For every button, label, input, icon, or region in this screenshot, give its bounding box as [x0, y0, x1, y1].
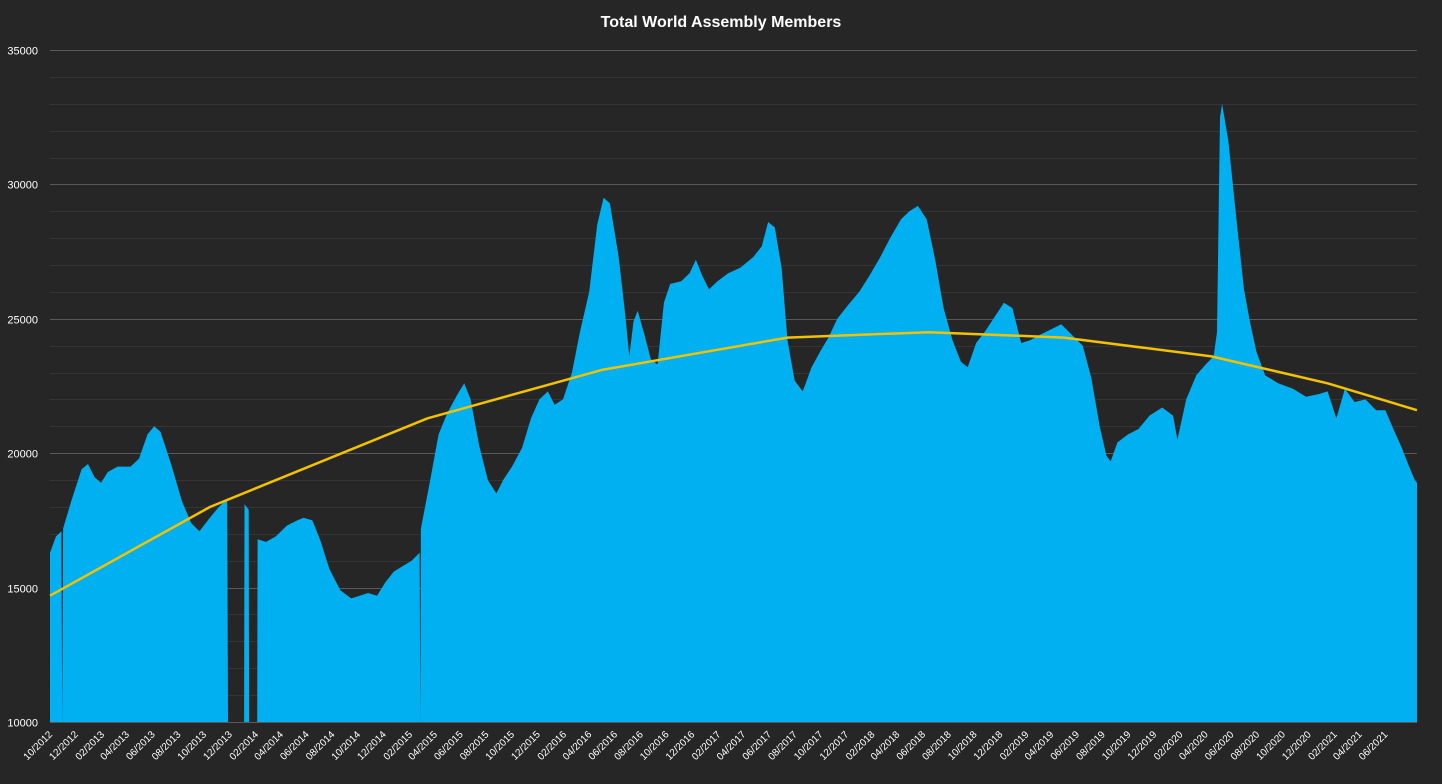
y-tick-label: 10000 [7, 718, 38, 730]
area-fill [50, 103, 1417, 723]
area-series [50, 103, 1417, 723]
y-tick-label: 30000 [7, 180, 38, 192]
y-axis: 10000 15000 20000 25000 30000 35000 [7, 46, 38, 730]
y-tick-label: 35000 [7, 46, 38, 58]
x-tick-label: 06/2021 [1357, 729, 1391, 763]
trend-line [49, 330, 1418, 597]
chart-title: Total World Assembly Members [601, 14, 842, 31]
y-tick-label: 20000 [7, 449, 38, 461]
trend-series [49, 330, 1418, 597]
y-tick-label: 15000 [7, 584, 38, 596]
y-tick-label: 25000 [7, 315, 38, 327]
x-axis: 10/201212/201202/201304/201306/201308/20… [22, 729, 1391, 763]
